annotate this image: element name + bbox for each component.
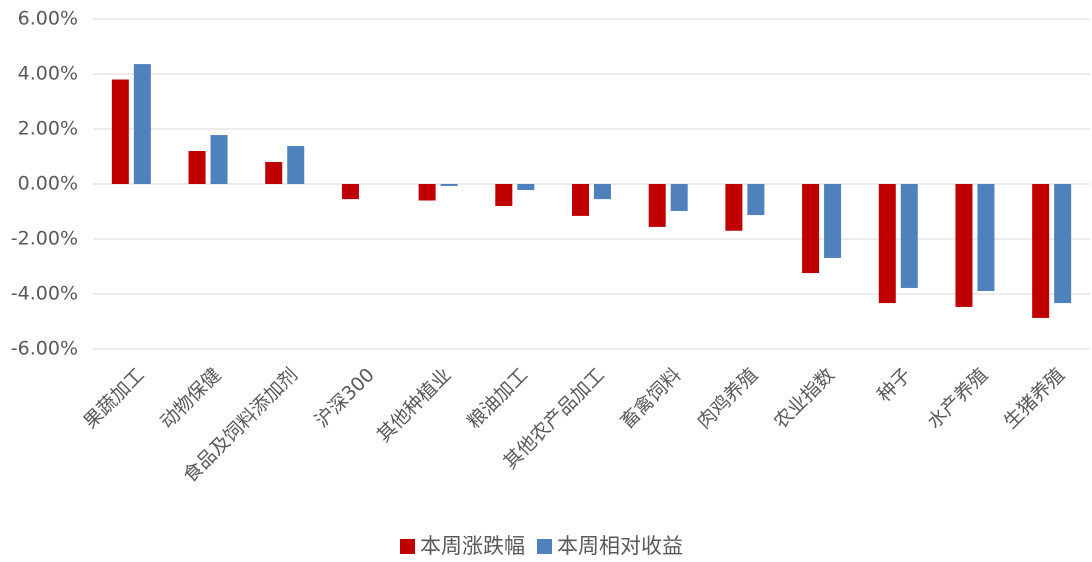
x-tick-label: 粮油加工 (463, 364, 532, 433)
bar (210, 135, 228, 184)
bar (802, 184, 820, 274)
bar (670, 184, 688, 211)
bar (287, 146, 305, 184)
x-tick-label: 水产养殖 (923, 364, 992, 433)
bar (977, 184, 995, 291)
bar (418, 184, 436, 201)
x-tick-label: 动物保健 (156, 364, 225, 433)
x-tick-label: 其他种植业 (373, 364, 456, 447)
bar (188, 151, 206, 184)
x-tick-label: 畜禽饲料 (616, 364, 685, 433)
bar (747, 184, 765, 216)
y-tick-label: 6.00% (18, 8, 78, 30)
bar (955, 184, 973, 307)
x-tick-label: 种子 (873, 364, 915, 406)
y-tick-label: -2.00% (11, 228, 78, 250)
bar (725, 184, 743, 231)
bar (1032, 184, 1050, 318)
x-tick-label: 农业指数 (770, 364, 839, 433)
bar (900, 184, 918, 288)
bar (111, 79, 129, 184)
x-tick-label: 生猪养殖 (1000, 364, 1069, 433)
x-tick-label: 肉鸡养殖 (693, 364, 762, 433)
bar (824, 184, 842, 258)
bar (594, 184, 611, 200)
x-tick-label: 果蔬加工 (79, 364, 148, 433)
legend-swatch (400, 539, 415, 554)
bar (572, 184, 589, 216)
y-tick-label: 0.00% (18, 173, 78, 195)
y-tick-label: -4.00% (11, 283, 78, 305)
bar (1054, 184, 1072, 304)
bar (133, 64, 151, 184)
y-tick-label: 2.00% (18, 118, 78, 140)
bar (878, 184, 896, 304)
bar (648, 184, 666, 227)
bar (495, 184, 513, 206)
legend-label: 本周相对收益 (557, 534, 683, 558)
legend-label: 本周涨跌幅 (420, 534, 525, 558)
legend-swatch (537, 539, 552, 554)
x-tick-label: 沪深300 (311, 364, 379, 432)
bar (517, 184, 535, 191)
bar (440, 184, 458, 186)
bar (341, 184, 359, 200)
y-tick-label: -6.00% (11, 338, 78, 360)
y-tick-label: 4.00% (18, 63, 78, 85)
bar (265, 162, 283, 184)
